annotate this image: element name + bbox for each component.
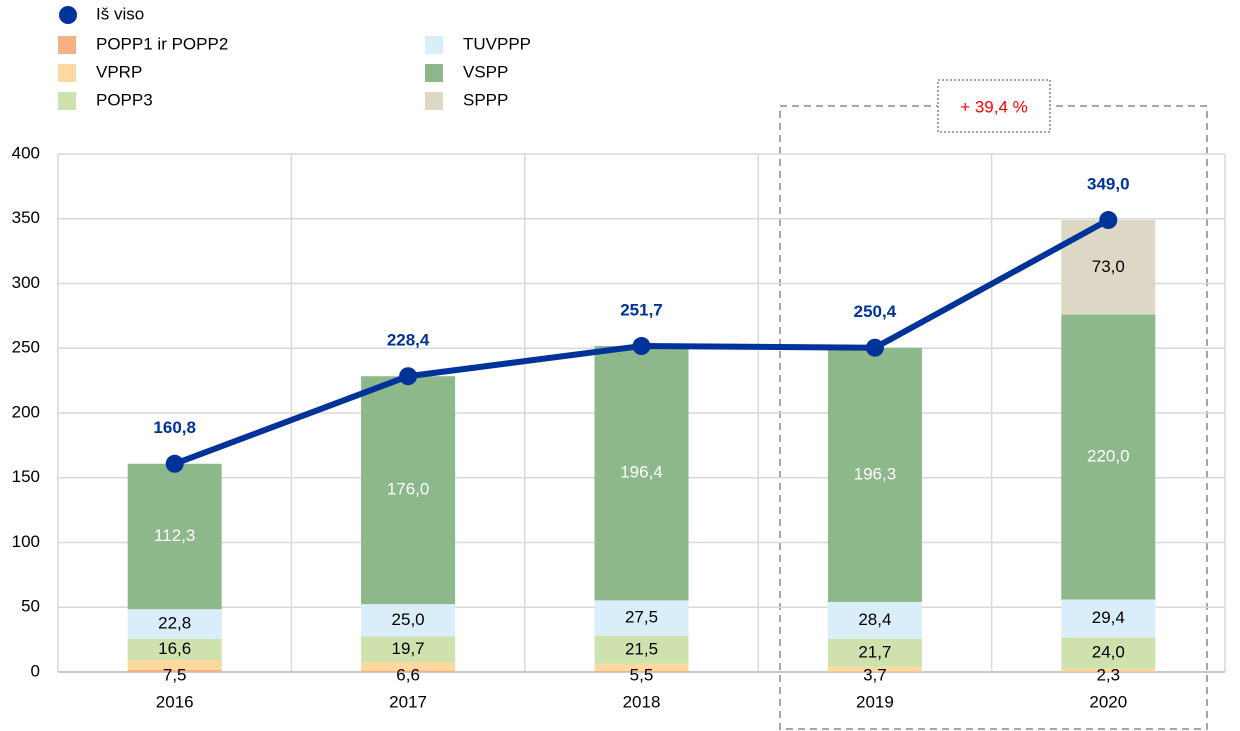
bar-segment — [594, 635, 689, 664]
x-tick-label: 2018 — [623, 692, 661, 711]
total-point — [632, 337, 651, 356]
legend-label: Iš viso — [96, 4, 144, 23]
legend-label: POPP1 ir POPP2 — [96, 34, 228, 53]
total-point — [1099, 211, 1118, 230]
bar-segment — [1061, 668, 1156, 672]
y-tick-label: 250 — [12, 338, 40, 357]
legend-swatch — [425, 92, 443, 110]
annotation: + 39,4 % — [960, 97, 1028, 116]
value-label: 27,5 — [625, 608, 658, 627]
total-point — [865, 338, 884, 357]
legend-swatch — [58, 92, 76, 110]
legend-label: VSPP — [463, 62, 508, 81]
legend-swatch — [425, 64, 443, 82]
bar-segment — [594, 670, 689, 672]
y-tick-label: 50 — [21, 597, 40, 616]
total-label: 160,8 — [153, 418, 196, 437]
total-label: 251,7 — [620, 301, 663, 320]
value-label: 25,0 — [392, 610, 425, 629]
value-label: 28,4 — [858, 610, 891, 629]
value-label: 7,5 — [163, 665, 187, 684]
bar-segment — [1061, 637, 1156, 669]
bar-segment — [127, 609, 222, 639]
value-label: 196,3 — [854, 464, 897, 483]
legend-marker — [59, 6, 77, 24]
highlight-box — [779, 105, 1208, 730]
y-tick-label: 100 — [12, 532, 40, 551]
value-label: 24,0 — [1092, 643, 1125, 662]
x-tick-label: 2017 — [389, 692, 427, 711]
bar-segment — [361, 636, 456, 663]
y-tick-label: 200 — [12, 402, 40, 421]
value-label: 16,6 — [158, 639, 191, 658]
legend-label: SPPP — [463, 90, 508, 109]
bar-segment — [827, 601, 922, 639]
bar-segment — [361, 670, 456, 672]
total-label: 250,4 — [854, 302, 897, 321]
value-label: 112,3 — [154, 526, 195, 545]
bar-segment — [827, 347, 922, 602]
value-label: 21,7 — [858, 642, 891, 661]
total-point — [165, 454, 184, 473]
value-label: 19,7 — [392, 639, 425, 658]
bar-segment — [1061, 314, 1156, 600]
legend-swatch — [58, 64, 76, 82]
legend-label: VPRP — [96, 62, 142, 81]
bar-segment — [594, 663, 689, 671]
bar-segment — [594, 600, 689, 636]
x-tick-label: 2020 — [1089, 692, 1127, 711]
value-label: 29,4 — [1092, 608, 1125, 627]
y-tick-label: 150 — [12, 467, 40, 486]
bar-segment — [1061, 599, 1156, 638]
total-point — [399, 367, 418, 386]
legend-label: TUVPPP — [463, 34, 531, 53]
value-label: 73,0 — [1092, 257, 1125, 276]
value-label: 21,5 — [625, 639, 658, 658]
legend-swatch — [425, 36, 443, 54]
bar-segment — [127, 660, 222, 670]
bar-segment — [827, 638, 922, 667]
bar-segment — [127, 669, 222, 672]
value-label: 22,8 — [158, 613, 191, 632]
y-tick-label: 0 — [31, 661, 40, 680]
value-label: 2,3 — [1096, 665, 1120, 684]
legend-swatch — [58, 36, 76, 54]
bar-segment — [827, 666, 922, 672]
bar-segment — [361, 604, 456, 637]
value-label: 6,6 — [396, 665, 420, 684]
bar-segment — [361, 376, 456, 605]
y-tick-label: 350 — [12, 208, 40, 227]
value-label: 3,7 — [863, 665, 887, 684]
bar-segment — [594, 346, 689, 601]
annotation-box — [937, 79, 1051, 133]
value-label: 196,4 — [620, 463, 663, 482]
bar-segment — [127, 463, 222, 610]
value-label: 5,5 — [630, 665, 654, 684]
y-tick-label: 400 — [12, 143, 40, 162]
value-label: 176,0 — [387, 480, 430, 499]
value-label: 220,0 — [1087, 447, 1130, 466]
bar-segment — [127, 638, 222, 661]
total-label: 228,4 — [387, 331, 430, 350]
total-label: 349,0 — [1087, 175, 1130, 194]
bar-segment — [361, 662, 456, 671]
y-tick-label: 300 — [12, 273, 40, 292]
x-tick-label: 2016 — [156, 692, 194, 711]
legend-label: POPP3 — [96, 90, 153, 109]
x-tick-label: 2019 — [856, 692, 894, 711]
